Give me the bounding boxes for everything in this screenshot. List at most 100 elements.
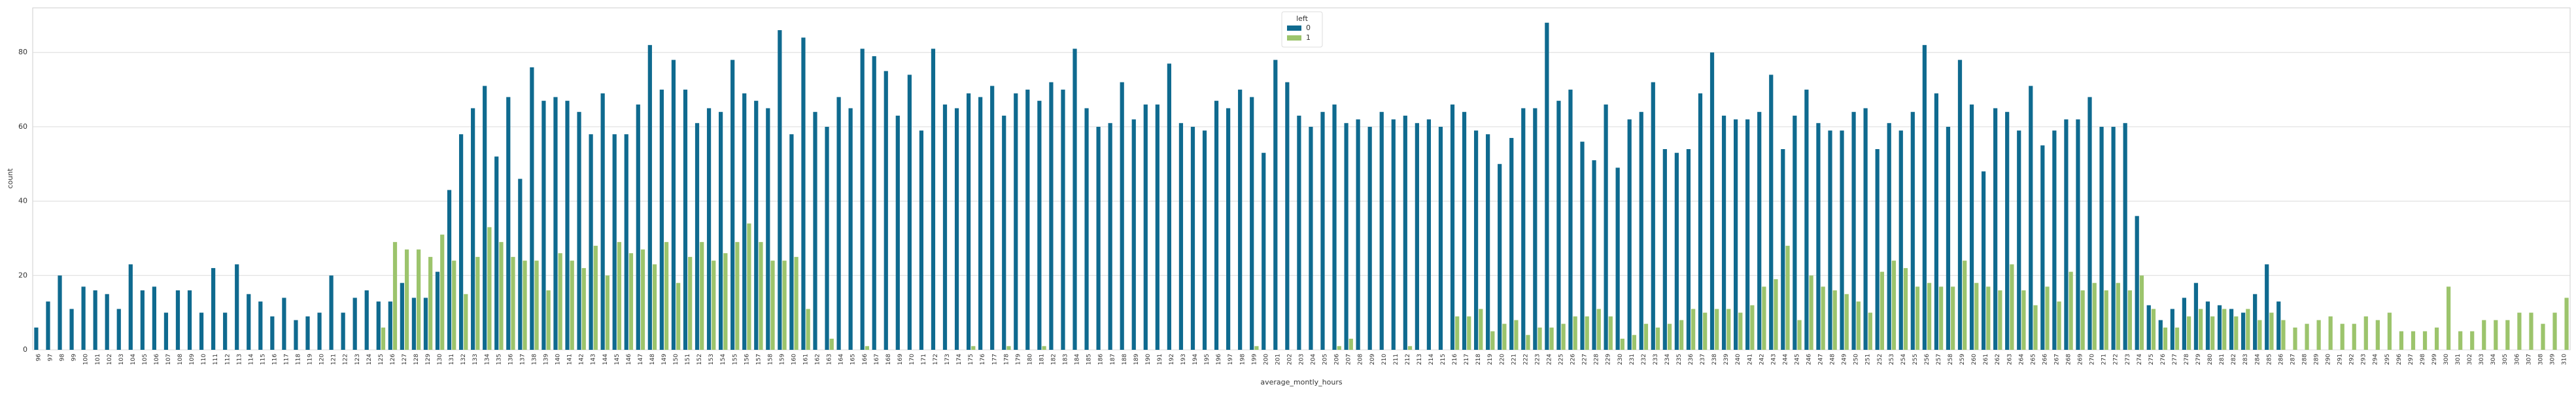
bar	[1880, 271, 1884, 350]
bar	[1840, 130, 1844, 350]
bar	[211, 267, 216, 350]
x-tick-label: 242	[1759, 354, 1765, 365]
bar	[671, 60, 676, 350]
x-tick-label: 262	[1995, 354, 2001, 365]
bar	[907, 75, 912, 350]
x-tick-label: 213	[1417, 354, 1423, 365]
y-tick-label: 80	[18, 48, 27, 56]
x-tick-label: 141	[567, 354, 574, 365]
x-tick-label: 180	[1027, 354, 1033, 365]
bar	[2316, 320, 2321, 350]
x-tick-label: 127	[402, 354, 408, 365]
x-tick-label: 155	[732, 354, 738, 365]
bar	[2087, 97, 2092, 350]
bar	[1809, 275, 1813, 350]
x-tick-label: 222	[1522, 354, 1529, 365]
bar	[1851, 112, 1856, 350]
bar	[2422, 331, 2428, 350]
bar	[782, 260, 787, 350]
bar	[1462, 112, 1467, 350]
bar	[1084, 108, 1089, 350]
bar	[1910, 112, 1915, 350]
bar	[1178, 123, 1184, 350]
x-tick-label: 138	[531, 354, 538, 365]
bar	[1946, 126, 1951, 350]
x-tick-label: 121	[331, 354, 337, 365]
x-tick-label: 253	[1889, 354, 1895, 365]
bar	[163, 313, 169, 350]
x-tick-label: 119	[307, 354, 314, 365]
x-tick-label: 283	[2242, 354, 2249, 365]
bar	[1868, 313, 1872, 350]
x-tick-label: 259	[1959, 354, 1966, 365]
bar	[1049, 82, 1054, 350]
bar	[766, 108, 770, 350]
x-tick-label: 229	[1606, 354, 1612, 365]
bar	[1745, 119, 1750, 350]
bar	[1573, 316, 1577, 350]
x-tick-label: 211	[1393, 354, 1400, 365]
bar	[1898, 130, 1903, 350]
bar	[1993, 108, 1998, 350]
bar	[1568, 90, 1573, 350]
bar	[624, 134, 628, 350]
bar	[541, 101, 546, 350]
bar	[2099, 126, 2104, 350]
bar	[2210, 316, 2215, 350]
bar	[2229, 309, 2234, 350]
x-tick-label: 161	[803, 354, 810, 365]
x-tick-label: 205	[1322, 354, 1329, 365]
bar	[2340, 324, 2344, 350]
bar	[376, 301, 381, 350]
bar	[93, 290, 97, 350]
bar	[2205, 301, 2210, 350]
x-tick-label: 147	[638, 354, 644, 365]
x-tick-label: 250	[1853, 354, 1860, 365]
bar	[759, 242, 763, 350]
bar	[2127, 290, 2132, 350]
bar	[1585, 316, 1589, 350]
x-tick-label: 257	[1936, 354, 1942, 365]
bar	[534, 260, 539, 350]
bar	[2010, 264, 2014, 350]
x-tick-label: 228	[1594, 354, 1600, 365]
x-tick-label: 308	[2537, 354, 2544, 365]
x-tick-label: 131	[449, 354, 455, 365]
x-tick-label: 232	[1641, 354, 1647, 365]
bar	[1903, 267, 1908, 350]
bar	[458, 134, 464, 350]
x-tick-label: 302	[2467, 354, 2473, 365]
bar	[2458, 331, 2463, 350]
bar	[770, 260, 775, 350]
bar	[2352, 324, 2356, 350]
x-tick-label: 153	[708, 354, 715, 365]
bar	[1006, 346, 1011, 350]
x-tick-label: 178	[1003, 354, 1010, 365]
bar	[2021, 290, 2026, 350]
x-tick-label: 272	[2113, 354, 2120, 365]
bar	[1521, 108, 1526, 350]
bar	[1604, 104, 1608, 350]
x-tick-label: 130	[437, 354, 443, 365]
bar	[747, 223, 751, 350]
bar	[954, 108, 959, 350]
bar	[2139, 275, 2144, 350]
x-tick-label: 210	[1381, 354, 1388, 365]
x-tick-label: 261	[1983, 354, 1989, 365]
bar	[1131, 119, 1136, 350]
bar	[2293, 327, 2297, 350]
bar	[2104, 290, 2108, 350]
x-tick-label: 102	[107, 354, 113, 365]
x-tick-label: 233	[1653, 354, 1659, 365]
bar	[2363, 316, 2368, 350]
x-tick-label: 264	[2018, 354, 2025, 365]
bar	[640, 249, 645, 350]
x-tick-label: 224	[1546, 354, 1553, 365]
bar	[919, 130, 924, 350]
x-tick-label: 106	[154, 354, 160, 365]
bar	[487, 227, 492, 350]
x-tick-label: 192	[1169, 354, 1175, 365]
x-tick-label: 183	[1063, 354, 1069, 365]
bar	[511, 256, 515, 350]
bar	[58, 275, 62, 350]
